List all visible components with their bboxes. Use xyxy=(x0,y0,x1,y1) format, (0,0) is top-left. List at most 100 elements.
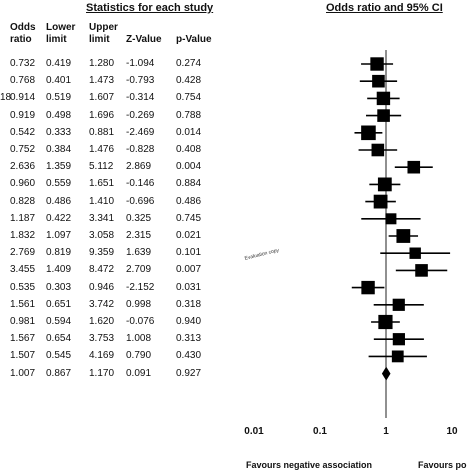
study-upper-cell: 1.607 xyxy=(89,92,115,104)
study-or-cell: 1.567 xyxy=(10,333,36,345)
column-header-upper: Upper limit xyxy=(89,22,118,45)
x-tick-label: 0.01 xyxy=(244,426,264,437)
study-p-cell: 0.007 xyxy=(176,264,202,276)
odds-ratio-marker xyxy=(372,74,385,88)
study-p-cell: 0.004 xyxy=(176,161,202,173)
study-upper-cell: 0.946 xyxy=(89,281,115,293)
study-lower-cell: 0.594 xyxy=(46,316,72,327)
x-tick-label: 0.1 xyxy=(313,426,327,437)
study-p-cell: 0.021 xyxy=(176,230,202,241)
study-p-cell: 0.428 xyxy=(176,75,202,87)
study-z-cell: -0.696 xyxy=(126,195,155,207)
study-or-cell: 1.832 xyxy=(10,230,36,241)
odds-ratio-marker xyxy=(373,194,388,209)
study-upper-cell: 5.112 xyxy=(89,161,114,173)
study-p-cell: 0.101 xyxy=(176,247,202,259)
study-z-cell: -0.146 xyxy=(126,178,155,190)
study-lower-cell: 0.654 xyxy=(46,333,72,345)
study-p-cell: 0.754 xyxy=(176,92,202,104)
study-or-cell: 2.636 xyxy=(10,161,36,173)
study-upper-cell: 1.280 xyxy=(89,58,115,69)
study-lower-cell: 0.651 xyxy=(46,298,72,310)
study-or-cell: 0.828 xyxy=(10,195,36,207)
study-lower-cell: 0.498 xyxy=(46,109,72,121)
study-or-cell: 3.455 xyxy=(10,264,36,276)
study-lower-cell: 0.819 xyxy=(46,247,72,259)
summary-lower-cell: 0.867 xyxy=(46,367,72,379)
study-upper-cell: 1.696 xyxy=(89,109,115,121)
study-upper-cell: 3.058 xyxy=(89,230,115,241)
x-tick-label: 1 xyxy=(383,426,389,437)
study-lower-cell: 0.519 xyxy=(46,92,72,104)
study-lower-cell: 0.545 xyxy=(46,350,72,362)
odds-ratio-marker xyxy=(371,143,385,157)
summary-p-cell: 0.927 xyxy=(176,367,202,379)
study-upper-cell: 4.169 xyxy=(89,350,115,362)
study-or-cell: 0.732 xyxy=(10,58,36,69)
study-z-cell: -2.152 xyxy=(126,281,155,293)
odds-ratio-marker xyxy=(361,125,376,141)
odds-ratio-marker xyxy=(361,280,375,295)
study-p-cell: 0.408 xyxy=(176,144,202,155)
study-p-cell: 0.274 xyxy=(176,58,202,69)
study-upper-cell: 8.472 xyxy=(89,264,115,276)
study-z-cell: 1.639 xyxy=(126,247,152,259)
study-lower-cell: 1.409 xyxy=(46,264,72,276)
study-lower-cell: 0.422 xyxy=(46,212,72,224)
study-or-cell: 0.542 xyxy=(10,126,36,138)
odds-ratio-marker xyxy=(392,298,405,311)
study-lower-cell: 0.401 xyxy=(46,75,72,87)
study-upper-cell: 3.742 xyxy=(89,298,115,310)
statistics-title: Statistics for each study xyxy=(86,2,214,14)
summary-or-cell: 1.007 xyxy=(10,367,36,379)
study-lower-cell: 0.486 xyxy=(46,195,72,207)
study-or-cell: 0.752 xyxy=(10,144,36,155)
study-upper-cell: 0.881 xyxy=(89,126,115,138)
study-or-cell: 0.919 xyxy=(10,109,36,121)
favours-right-label: Favours po xyxy=(418,460,467,470)
column-header-lower: Lower limit xyxy=(46,22,76,45)
study-z-cell: -1.094 xyxy=(126,58,155,69)
study-upper-cell: 1.410 xyxy=(89,195,115,207)
study-or-cell: 1.507 xyxy=(10,350,36,362)
odds-ratio-marker xyxy=(370,57,384,71)
study-z-cell: -0.314 xyxy=(126,92,155,104)
study-lower-cell: 0.333 xyxy=(46,126,72,138)
study-upper-cell: 1.620 xyxy=(89,316,115,327)
study-or-cell: 1.187 xyxy=(10,212,36,224)
column-header-z: Z-Value xyxy=(126,34,162,45)
study-z-cell: -0.269 xyxy=(126,109,155,121)
study-lower-cell: 1.359 xyxy=(46,161,72,173)
study-p-cell: 0.318 xyxy=(176,298,202,310)
column-header-or: Odds ratio xyxy=(10,22,36,45)
study-upper-cell: 1.473 xyxy=(89,75,115,87)
study-z-cell: -0.076 xyxy=(126,316,155,327)
odds-ratio-marker xyxy=(391,350,404,363)
odds-ratio-marker xyxy=(385,213,397,225)
odds-ratio-marker xyxy=(409,247,421,259)
row-prefix-label: 18 xyxy=(0,92,12,104)
study-z-cell: 2.315 xyxy=(126,230,152,241)
column-header-p: p-Value xyxy=(176,34,212,45)
study-z-cell: 1.008 xyxy=(126,333,152,345)
study-z-cell: 2.709 xyxy=(126,264,152,276)
study-or-cell: 0.981 xyxy=(10,316,36,327)
study-z-cell: 2.869 xyxy=(126,161,152,173)
study-or-cell: 0.768 xyxy=(10,75,36,87)
study-upper-cell: 1.651 xyxy=(89,178,115,190)
study-p-cell: 0.031 xyxy=(176,281,202,293)
odds-ratio-marker xyxy=(377,177,392,192)
odds-ratio-marker xyxy=(377,109,390,122)
study-upper-cell: 3.753 xyxy=(89,333,115,345)
study-z-cell: -2.469 xyxy=(126,126,155,138)
x-tick-label: 10 xyxy=(446,426,458,437)
study-p-cell: 0.884 xyxy=(176,178,202,190)
study-p-cell: 0.788 xyxy=(176,109,202,121)
study-p-cell: 0.745 xyxy=(176,212,202,224)
study-z-cell: -0.793 xyxy=(126,75,155,87)
study-lower-cell: 0.419 xyxy=(46,58,72,69)
study-p-cell: 0.014 xyxy=(176,126,202,138)
summary-diamond xyxy=(381,366,391,381)
study-or-cell: 0.914 xyxy=(10,92,36,104)
